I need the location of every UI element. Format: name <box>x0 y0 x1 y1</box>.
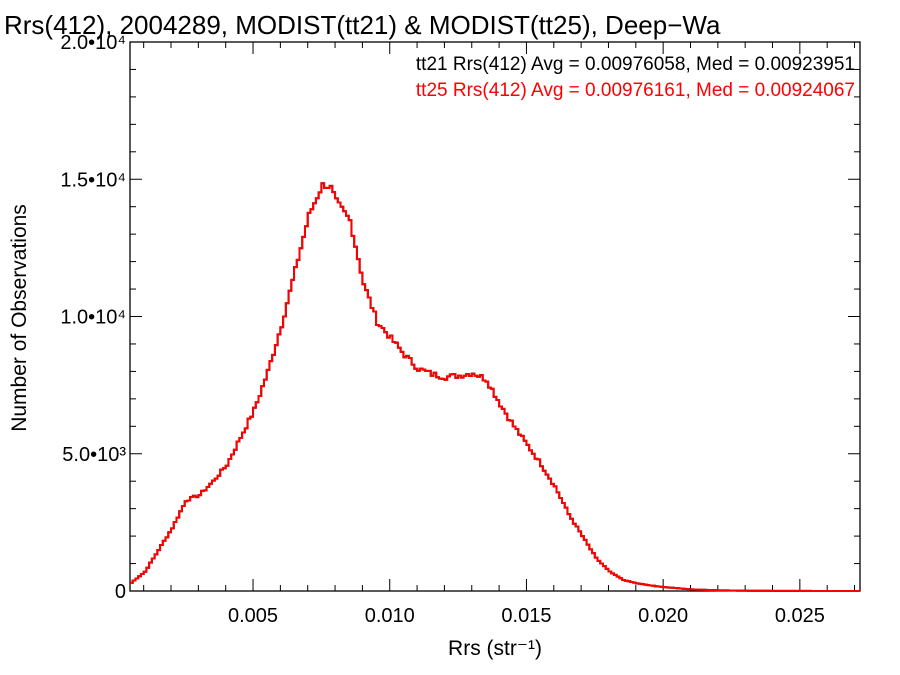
x-axis-ticks: 0.005 0.010 0.015 0.020 0.025 <box>143 42 856 627</box>
y-tick-label: 1.0•10⁴ <box>60 307 126 329</box>
legend-entry-tt21: tt21 Rrs(412) Avg = 0.00976058, Med = 0.… <box>416 54 855 75</box>
y-tick-label: 0 <box>115 581 126 603</box>
chart-title: Rrs(412), 2004289, MODIST(tt21) & MODIST… <box>4 10 721 40</box>
plot-frame <box>129 41 861 592</box>
y-axis-ticks: 0 5.0•10³ 1.0•10⁴ 1.5•10⁴ 2.0•10⁴ <box>60 32 860 603</box>
axes-frame <box>129 41 861 592</box>
series-layer <box>130 182 860 592</box>
x-axis-label: Rrs (str⁻¹) <box>448 637 542 660</box>
x-tick-label: 0.020 <box>638 605 688 627</box>
x-tick-label: 0.005 <box>228 605 278 627</box>
x-tick-label: 0.010 <box>365 605 415 627</box>
x-tick-label: 0.015 <box>501 605 551 627</box>
series-tt25-line <box>130 182 860 592</box>
x-tick-label: 0.025 <box>775 605 825 627</box>
y-axis-label: Number of Observations <box>8 204 31 432</box>
legend-entry-tt25: tt25 Rrs(412) Avg = 0.00976161, Med = 0.… <box>416 80 855 101</box>
y-tick-label: 1.5•10⁴ <box>60 169 126 191</box>
y-tick-label: 2.0•10⁴ <box>60 32 126 54</box>
series-tt21-line <box>130 182 860 592</box>
y-tick-label: 5.0•10³ <box>62 444 126 466</box>
